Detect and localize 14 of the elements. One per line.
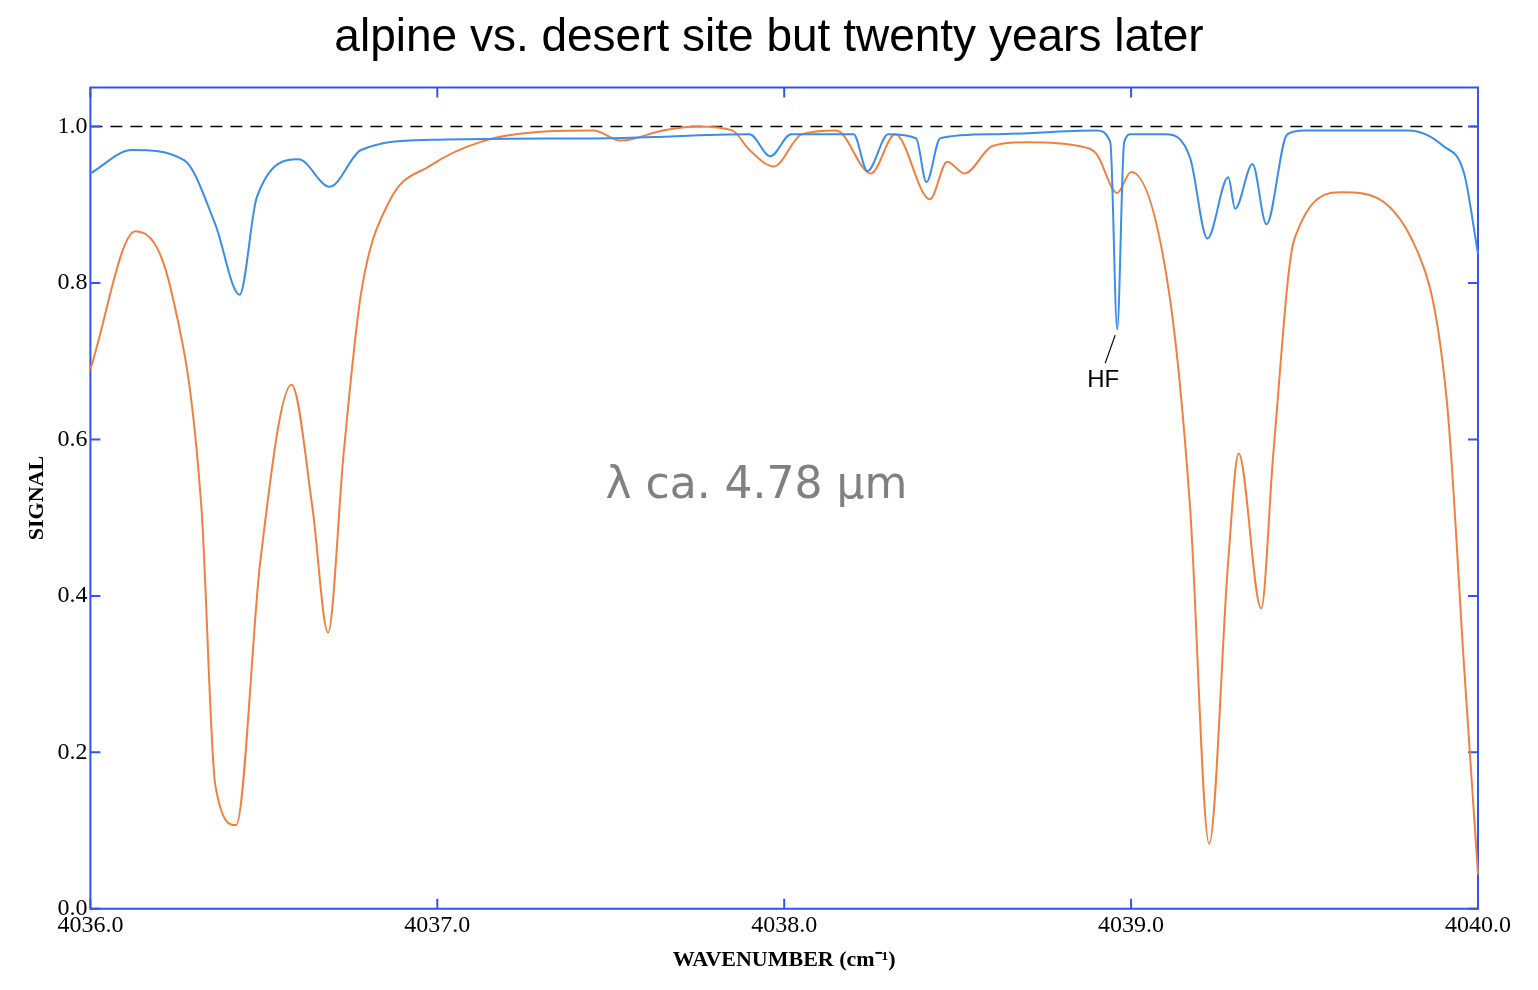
y-axis-title: SIGNAL: [22, 455, 48, 541]
y-tick-label: 0.2: [57, 737, 88, 764]
x-tick-label: 4037.0: [404, 911, 471, 938]
x-tick-label: 4038.0: [751, 911, 818, 938]
y-tick-label: 0.4: [57, 581, 88, 608]
x-tick-label: 4039.0: [1098, 911, 1165, 938]
y-tick-label: 1.0: [57, 111, 88, 138]
annotation: HF: [1087, 365, 1120, 393]
annotation: λ ca. 4.78 μm: [605, 457, 908, 509]
y-tick-label: 0.6: [57, 424, 88, 451]
chart-title: alpine vs. desert site but twenty years later: [333, 8, 1205, 63]
y-tick-label: 0.8: [57, 268, 88, 295]
x-axis-title: WAVENUMBER (cm⁻¹): [672, 946, 896, 972]
x-tick-label: 4040.0: [1445, 911, 1511, 938]
